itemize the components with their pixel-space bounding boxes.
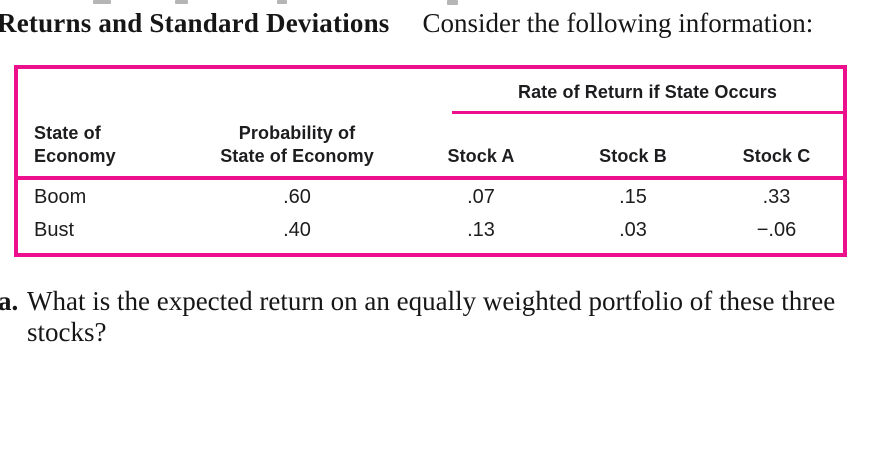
cell-probability: .60 [283,185,311,208]
column-header-line: Economy [34,146,116,166]
column-header-state-of-economy: State of Economy [18,122,188,176]
column-header-line: Probability of [238,123,356,143]
column-header-probability: Probability of State of Economy [188,122,406,176]
question-text: What is the expected return on an equall… [27,286,836,347]
header-body-divider [18,176,843,180]
cell-stock-c: −.06 [756,219,797,241]
cell-stock-b: .03 [619,219,647,241]
problem-title: Returns and Standard Deviations [0,8,390,38]
question-part-a: a. What is the expected return on an equ… [0,286,865,348]
column-header-stock-a: Stock A [447,146,515,166]
crop-artifact [93,0,111,4]
column-header-line: State of [34,123,101,143]
cell-state-boom: Boom [34,185,87,208]
cell-state-bust: Bust [34,219,75,241]
crop-artifact [175,0,188,4]
crop-artifact [447,0,458,5]
returns-table: Rate of Return if State Occurs State of … [14,65,847,257]
cell-stock-c: .33 [762,185,791,208]
returns-table-grid: Rate of Return if State Occurs State of … [18,69,843,247]
cell-stock-a: .13 [467,219,495,241]
cell-stock-b: .15 [619,185,647,208]
problem-lead-in: Consider the following information: [422,8,814,38]
problem-heading: Returns and Standard Deviations Consider … [0,8,813,38]
column-header-line: State of Economy [220,146,374,166]
cell-probability: .40 [283,219,311,241]
crop-artifact [277,0,287,4]
cell-stock-a: .07 [467,185,495,208]
question-label: a. [0,286,19,316]
column-header-stock-c: Stock C [742,146,811,166]
column-header-stock-b: Stock B [599,146,667,166]
table-spanner-header: Rate of Return if State Occurs [452,69,843,114]
